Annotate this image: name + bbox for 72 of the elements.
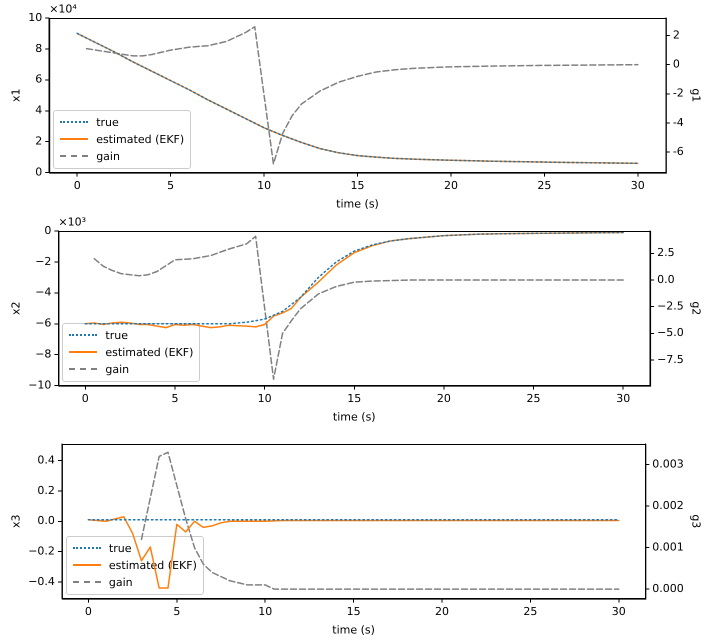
y-tick-label: −0.4 (28, 574, 55, 588)
text: ×10⁴ (49, 2, 78, 16)
y2-tick-label: -4 (672, 116, 684, 129)
y2-tick-label: −2.5 (657, 300, 684, 313)
x-axis-title: time (s) (332, 623, 375, 636)
y2-tick-label: 0.003 (652, 458, 684, 471)
x-tick-label: 5 (167, 179, 174, 192)
legend-label: gain (105, 362, 130, 376)
legend-label: true (105, 328, 128, 342)
y-axis-title: x3 (9, 514, 22, 528)
y2-tick-label: −7.5 (657, 352, 684, 366)
legend-label: estimated (EKF) (96, 132, 184, 146)
y-tick-label: 0.0 (37, 514, 55, 528)
y-tick-label: 0 (35, 165, 42, 178)
x-tick-label: 5 (173, 605, 180, 618)
x-tick-label: 10 (258, 392, 272, 406)
y2-tick-label: 0 (672, 58, 680, 71)
y-tick-label: 2 (35, 134, 42, 148)
y2-tick-label: -2 (672, 86, 684, 100)
legend-label: estimated (EKF) (105, 346, 194, 359)
y2-tick-label: 0.0 (657, 272, 675, 286)
x-axis-title: time (s) (332, 410, 376, 424)
y-tick-label: 8 (35, 42, 42, 55)
y-tick-label: 10 (28, 10, 42, 24)
y2-tick-label: 2.5 (657, 246, 675, 260)
y2-axis-title: g1 (690, 88, 703, 102)
x-tick-label: 25 (523, 605, 538, 618)
y-tick-label: 0.2 (37, 484, 55, 497)
x-tick-label: 0 (84, 605, 92, 618)
y-tick-label: 4 (35, 104, 42, 117)
legend-label: gain (108, 576, 133, 589)
y2-axis-title: g3 (690, 514, 703, 528)
x-tick-label: 10 (257, 179, 272, 192)
y2-axis-title: g2 (690, 301, 703, 316)
y2-tick-label: −5.0 (657, 326, 684, 340)
y-tick-label: −0.2 (28, 544, 55, 558)
y-tick-label: 0 (44, 224, 52, 237)
y2-tick-label: 0.000 (652, 582, 684, 595)
y2-tick-label: -6 (672, 145, 684, 158)
x-tick-label: 15 (346, 605, 361, 618)
y2-tick-label: 0.002 (652, 499, 684, 512)
x-tick-label: 25 (526, 392, 541, 406)
y-tick-label: −4 (35, 286, 52, 299)
y-axis-title: x1 (9, 88, 22, 102)
line-series (94, 236, 624, 380)
y-tick-label: 6 (35, 72, 42, 86)
x-tick-label: 0 (82, 392, 89, 406)
legend-label: gain (96, 150, 120, 163)
x-tick-label: 30 (630, 179, 645, 192)
y-tick-label: 0.4 (37, 454, 55, 467)
x-tick-label: 5 (171, 392, 178, 406)
y2-tick-label: 2 (672, 28, 680, 42)
y-tick-label: −8 (35, 348, 52, 361)
x-tick-label: 30 (612, 605, 626, 618)
y-tick-label: −10 (28, 378, 52, 392)
x-tick-label: 25 (537, 179, 552, 192)
x-tick-label: 20 (435, 605, 450, 618)
x-tick-label: 15 (347, 392, 362, 406)
x-tick-label: 30 (616, 392, 630, 406)
x-tick-label: 10 (258, 605, 272, 618)
x-tick-label: 0 (74, 179, 81, 192)
y-tick-label: −2 (35, 254, 52, 268)
legend-label: true (96, 116, 119, 129)
x-tick-label: 20 (436, 392, 451, 406)
y2-tick-label: 0.001 (652, 540, 684, 554)
x-axis-title: time (s) (336, 197, 379, 210)
legend-label: true (108, 542, 132, 555)
y-axis-title: x2 (9, 302, 22, 316)
y-tick-label: −6 (35, 316, 52, 330)
x-tick-label: 15 (350, 179, 365, 192)
text: ×10³ (58, 215, 86, 228)
x-tick-label: 20 (444, 179, 458, 192)
